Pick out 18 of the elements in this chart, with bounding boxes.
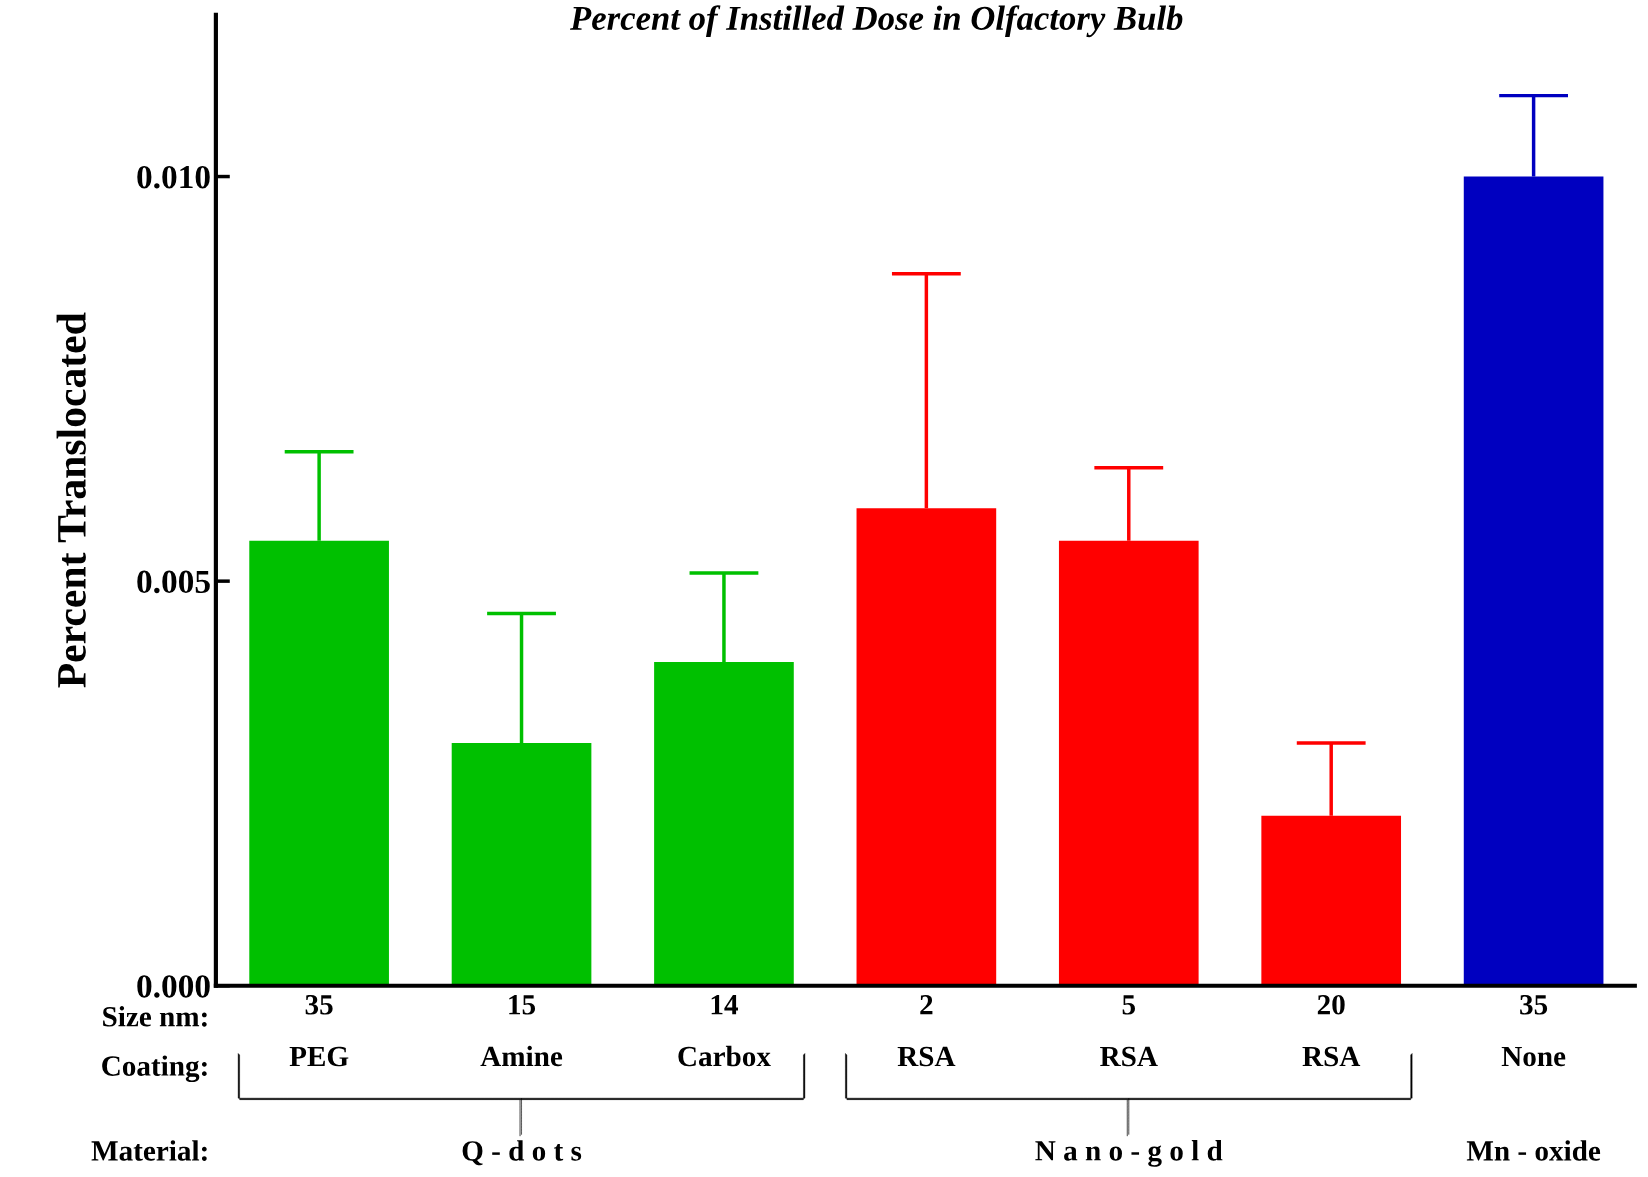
y-tick-label: 0.005 bbox=[137, 570, 210, 594]
y-tick-label: 0.010 bbox=[137, 165, 210, 189]
text: Q - d o t s bbox=[462, 1140, 582, 1166]
text: Coating: bbox=[102, 1055, 207, 1083]
x-tick-label: 20 RSA bbox=[1302, 994, 1361, 1067]
text: Size nm: bbox=[103, 1006, 207, 1027]
text: Mn - oxide bbox=[1466, 1140, 1601, 1161]
x-tick-label: 35 None bbox=[1501, 995, 1566, 1067]
chart-title: Percent of Instilled Dose in Olfactory Bulb bbox=[570, 5, 1183, 38]
x-tick-label: 5 RSA bbox=[1100, 995, 1158, 1067]
text: Material: bbox=[91, 1140, 207, 1161]
x-tick-label: 2 RSA bbox=[897, 995, 956, 1067]
x-tick-label: 14 Carbox bbox=[678, 995, 771, 1067]
y-tick-label: 0.000 bbox=[137, 975, 210, 998]
y-axis-title: Percent Translocated bbox=[56, 312, 86, 688]
text: N a n o - g o l d bbox=[1035, 1140, 1223, 1167]
x-tick-label: 15 Amine bbox=[480, 995, 563, 1067]
x-tick-label: 35 PEG bbox=[289, 995, 349, 1067]
